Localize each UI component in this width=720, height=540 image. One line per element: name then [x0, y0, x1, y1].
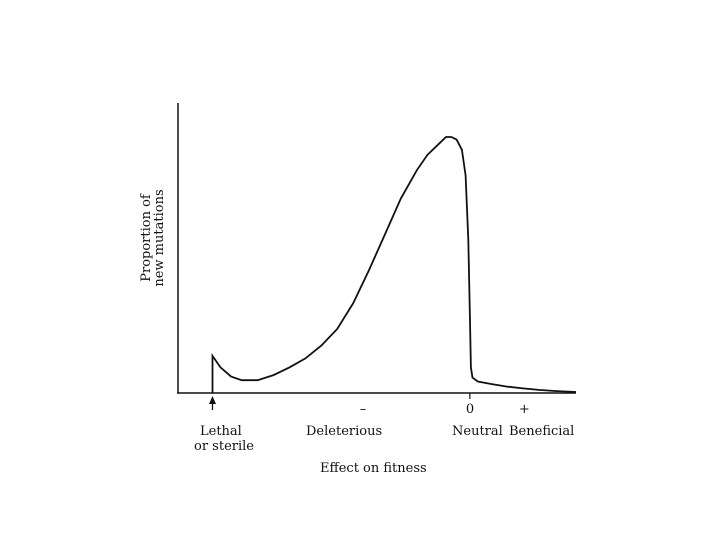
lethal-arrow-head [208, 396, 216, 404]
y-axis-label: Proportion of new mutations [139, 178, 167, 298]
label-or-sterile: or sterile [194, 439, 254, 454]
label-neutral: Neutral [452, 424, 503, 439]
distribution-curve [211, 136, 577, 393]
x-tick-zero: 0 [465, 402, 475, 417]
label-beneficial: Beneficial [509, 424, 575, 439]
x-tick-plus: + [518, 402, 530, 417]
label-lethal: Lethal [200, 424, 242, 439]
lethal-arrow [208, 396, 216, 410]
label-deleterious: Deleterious [306, 424, 383, 439]
y-axis-label-line-2: new mutations [152, 189, 167, 287]
x-tick-minus: – [359, 402, 367, 417]
x-axis-label: Effect on fitness [320, 461, 427, 476]
